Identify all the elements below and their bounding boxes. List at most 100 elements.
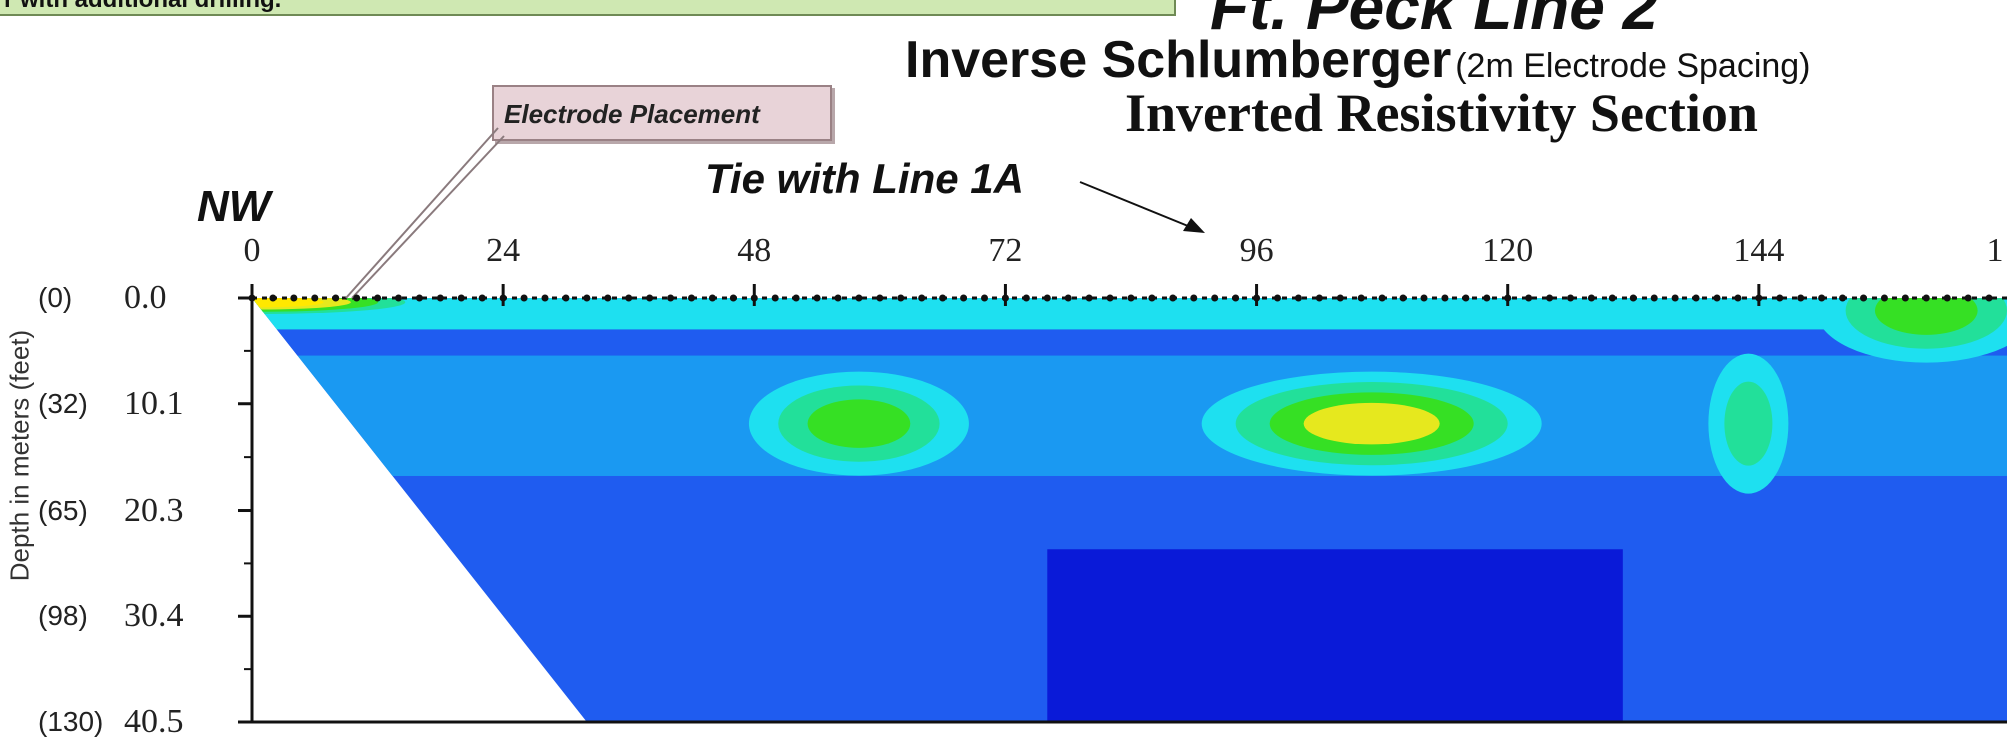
chart-title-line2-main: Inverse Schlumberger <box>905 31 1452 89</box>
electrode-marker <box>1169 294 1177 302</box>
low-zone-1 <box>252 329 2007 356</box>
electrode-marker <box>1671 294 1679 302</box>
anomaly-1-level-5 <box>807 399 911 448</box>
chart-title-line2-paren: (2m Electrode Spacing) <box>1455 47 1811 85</box>
y-tick-label-meters: 20.3 <box>124 491 184 529</box>
electrode-marker <box>499 294 507 302</box>
electrode-marker <box>1211 294 1219 302</box>
y-tick-label-meters: 0.0 <box>124 279 167 316</box>
note-box: r with additional drilling. <box>0 0 1176 16</box>
electrode-marker <box>1901 294 1909 302</box>
shallow-band <box>252 298 2007 330</box>
note-text: r with additional drilling. <box>4 0 281 14</box>
electrode-marker <box>1587 294 1595 302</box>
x-tick-label: 144 <box>1733 232 1785 269</box>
x-tick-label: 96 <box>1239 232 1274 269</box>
electrode-marker <box>1232 294 1240 302</box>
electrode-marker <box>541 294 549 302</box>
electrode-marker <box>1922 294 1930 302</box>
electrode-marker <box>1022 294 1030 302</box>
electrode-marker <box>457 294 465 302</box>
electrode-marker <box>834 294 842 302</box>
electrode-marker <box>1839 294 1847 302</box>
y-tick-label-meters: 10.1 <box>124 384 184 422</box>
electrode-marker <box>269 294 277 302</box>
electrode-marker <box>897 294 905 302</box>
electrode-marker <box>1148 294 1156 302</box>
electrode-marker <box>395 294 402 302</box>
y-tick-label-meters: 30.4 <box>124 597 184 635</box>
tie-arrow-head <box>1183 218 1205 233</box>
electrode-marker <box>688 294 695 302</box>
electrode-marker <box>918 294 926 302</box>
electrode-placement-callout: Electrode Placement <box>492 85 832 141</box>
electrode-marker <box>1274 294 1281 302</box>
electrode-marker <box>436 294 444 302</box>
electrode-marker <box>939 294 947 302</box>
electrode-marker <box>604 294 612 302</box>
electrode-marker <box>1357 294 1365 302</box>
tie-arrow-line <box>1079 181 1189 227</box>
electrode-marker <box>771 294 779 302</box>
electrode-marker <box>981 294 988 302</box>
anomaly-3-level-5 <box>1874 298 1978 335</box>
electrode-marker <box>876 294 884 302</box>
electrode-marker <box>1985 294 1993 302</box>
electrode-placement-label: Electrode Placement <box>504 99 760 129</box>
x-tick-label: 72 <box>988 232 1023 269</box>
y-tick-label-feet: (98) <box>38 600 88 632</box>
electrode-marker <box>1713 294 1721 302</box>
electrode-marker <box>646 294 654 302</box>
electrode-marker <box>1608 294 1616 302</box>
electrode-marker <box>1650 294 1658 302</box>
electrode-marker <box>1127 294 1135 302</box>
electrode-marker <box>1692 294 1700 302</box>
chart-title-line1: Ft. Peck Line 2 <box>1210 0 1659 43</box>
electrode-marker <box>1399 294 1407 302</box>
chart-title-line3: Inverted Resistivity Section <box>1125 83 1758 143</box>
electrode-marker <box>1378 294 1386 302</box>
electrode-marker <box>750 294 758 302</box>
electrode-marker <box>792 294 800 302</box>
electrode-marker <box>1964 294 1972 302</box>
y-tick-label-feet: (130) <box>38 706 104 737</box>
electrode-marker <box>729 294 737 302</box>
electrode-marker <box>1860 294 1867 302</box>
electrode-marker <box>1462 294 1470 302</box>
callout-pointer-shadow <box>351 135 505 299</box>
electrode-marker <box>667 294 675 302</box>
electrode-marker <box>1629 294 1637 302</box>
electrode-marker <box>813 294 821 302</box>
electrode-marker <box>415 294 423 302</box>
x-tick-label: 24 <box>486 232 521 269</box>
electrode-marker <box>1567 294 1574 302</box>
y-tick-label-feet: (32) <box>38 387 88 419</box>
electrode-marker <box>1546 294 1554 302</box>
electrode-marker <box>960 294 968 302</box>
anomaly-2-level-4 <box>1724 381 1773 466</box>
electrode-marker <box>1043 294 1051 302</box>
electrode-marker <box>1776 294 1784 302</box>
electrode-marker <box>311 294 319 302</box>
electrode-marker <box>1085 294 1093 302</box>
electrode-marker <box>1294 294 1302 302</box>
y-tick-label-meters: 40.5 <box>124 703 184 740</box>
electrode-marker <box>1755 294 1763 302</box>
electrode-marker <box>708 294 716 302</box>
electrode-marker <box>625 294 633 302</box>
electrode-marker <box>1315 294 1323 302</box>
electrode-marker <box>1525 294 1533 302</box>
x-tick-label: 48 <box>737 232 772 269</box>
electrode-marker <box>1483 294 1491 302</box>
electrode-marker <box>374 294 382 302</box>
electrode-marker <box>332 294 340 302</box>
electrode-marker <box>1441 294 1449 302</box>
callout-pointer <box>345 127 499 299</box>
tie-label: Tie with Line 1A <box>705 155 1024 202</box>
electrode-marker <box>1420 294 1428 302</box>
y-tick-label-feet: (0) <box>38 282 73 313</box>
electrode-marker <box>1504 294 1512 302</box>
electrode-marker <box>1336 294 1344 302</box>
x-tick-label: 120 <box>1482 232 1534 269</box>
electrode-marker <box>1797 294 1805 302</box>
